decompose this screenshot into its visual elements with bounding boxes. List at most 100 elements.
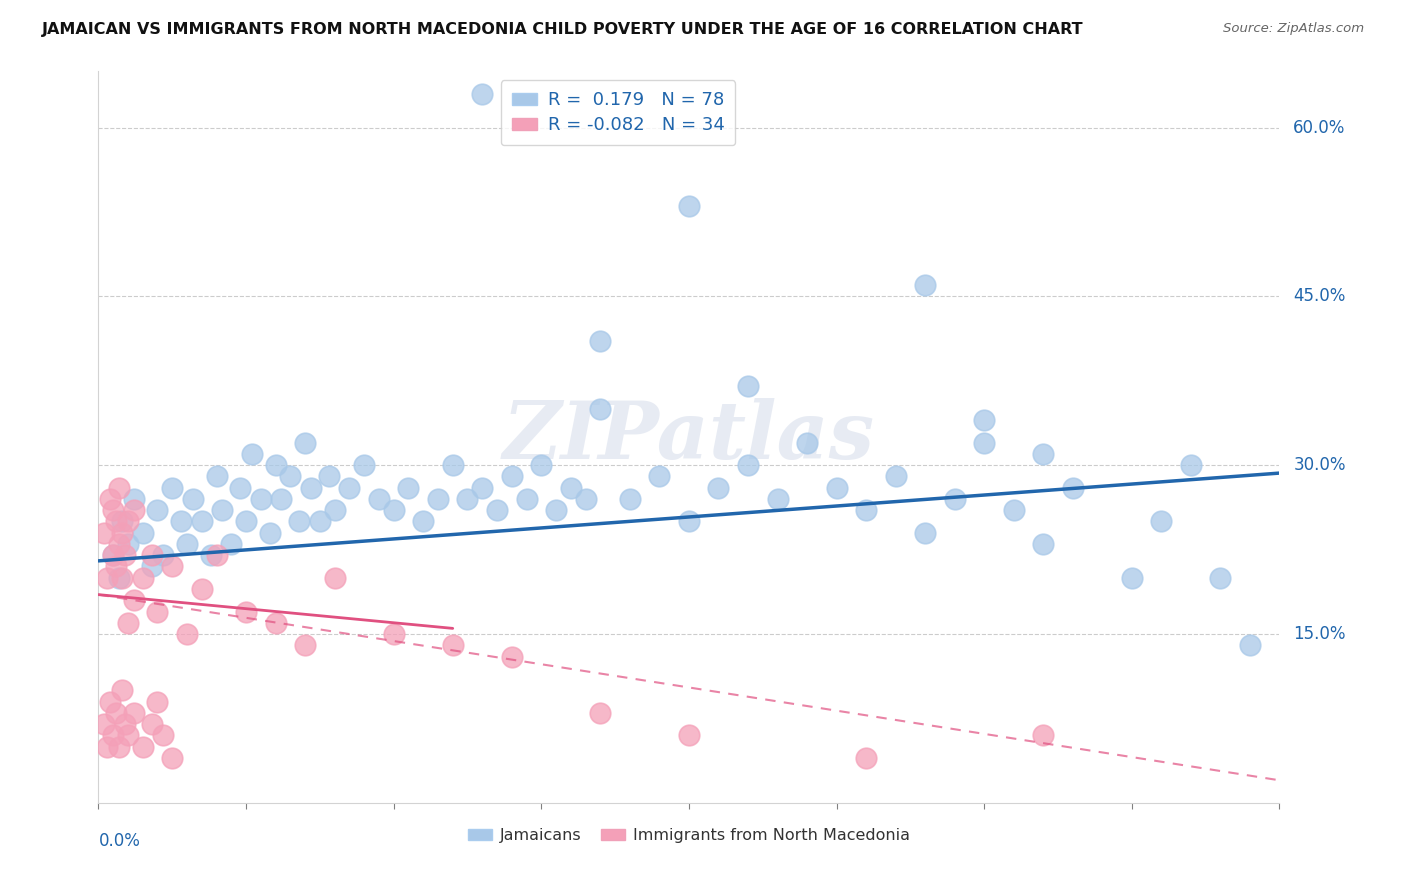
Point bbox=[457, 491, 479, 506]
Point bbox=[398, 481, 420, 495]
Point bbox=[943, 491, 966, 506]
Point bbox=[103, 548, 125, 562]
Point bbox=[132, 571, 155, 585]
Text: ZIPatlas: ZIPatlas bbox=[503, 399, 875, 475]
Point bbox=[122, 491, 145, 506]
Point bbox=[146, 503, 169, 517]
Point bbox=[162, 559, 183, 574]
Point bbox=[309, 515, 332, 529]
Point bbox=[884, 469, 907, 483]
Point bbox=[294, 638, 316, 652]
Point bbox=[181, 491, 204, 506]
Point bbox=[122, 706, 145, 720]
Point bbox=[221, 537, 243, 551]
Text: 15.0%: 15.0% bbox=[1294, 625, 1346, 643]
Point bbox=[1150, 515, 1173, 529]
Point bbox=[191, 582, 214, 596]
Point bbox=[737, 379, 759, 393]
Point bbox=[108, 537, 131, 551]
Text: 45.0%: 45.0% bbox=[1294, 287, 1346, 305]
Point bbox=[240, 447, 263, 461]
Point bbox=[93, 717, 115, 731]
Point bbox=[1032, 537, 1054, 551]
Point bbox=[117, 537, 139, 551]
Text: Source: ZipAtlas.com: Source: ZipAtlas.com bbox=[1223, 22, 1364, 36]
Point bbox=[264, 458, 287, 473]
Point bbox=[146, 605, 169, 619]
Text: 0.0%: 0.0% bbox=[98, 832, 141, 850]
Point bbox=[294, 435, 316, 450]
Point bbox=[648, 469, 671, 483]
Point bbox=[973, 435, 995, 450]
Point bbox=[1062, 481, 1084, 495]
Point bbox=[766, 491, 789, 506]
Text: 60.0%: 60.0% bbox=[1294, 119, 1346, 136]
Point bbox=[825, 481, 848, 495]
Point bbox=[471, 87, 494, 101]
Point bbox=[141, 559, 163, 574]
Point bbox=[855, 751, 877, 765]
Point bbox=[318, 469, 340, 483]
Point bbox=[353, 458, 375, 473]
Point bbox=[589, 401, 612, 416]
Point bbox=[146, 694, 169, 708]
Point bbox=[973, 413, 995, 427]
Point bbox=[914, 278, 936, 293]
Point bbox=[382, 627, 405, 641]
Point bbox=[105, 706, 128, 720]
Point bbox=[737, 458, 759, 473]
Point bbox=[250, 491, 273, 506]
Point bbox=[111, 683, 134, 698]
Point bbox=[368, 491, 391, 506]
Point bbox=[162, 751, 183, 765]
Point bbox=[111, 515, 134, 529]
Point bbox=[111, 571, 134, 585]
Point bbox=[96, 571, 118, 585]
Point bbox=[501, 649, 523, 664]
Point bbox=[191, 515, 214, 529]
Point bbox=[914, 525, 936, 540]
Point bbox=[205, 469, 228, 483]
Point bbox=[132, 739, 155, 754]
Point bbox=[98, 491, 121, 506]
Point bbox=[855, 503, 877, 517]
Point bbox=[200, 548, 222, 562]
Point bbox=[117, 728, 139, 742]
Point bbox=[162, 481, 183, 495]
Point bbox=[98, 694, 121, 708]
Point bbox=[152, 548, 174, 562]
Point bbox=[105, 515, 128, 529]
Point bbox=[501, 469, 523, 483]
Point bbox=[441, 458, 464, 473]
Point bbox=[412, 515, 434, 529]
Text: 30.0%: 30.0% bbox=[1294, 456, 1346, 475]
Point bbox=[516, 491, 538, 506]
Point bbox=[103, 728, 125, 742]
Point bbox=[323, 503, 346, 517]
Text: JAMAICAN VS IMMIGRANTS FROM NORTH MACEDONIA CHILD POVERTY UNDER THE AGE OF 16 CO: JAMAICAN VS IMMIGRANTS FROM NORTH MACEDO… bbox=[42, 22, 1084, 37]
Point bbox=[105, 559, 128, 574]
Point bbox=[93, 525, 115, 540]
Point bbox=[117, 515, 139, 529]
Point bbox=[560, 481, 582, 495]
Point bbox=[108, 739, 131, 754]
Point bbox=[264, 615, 287, 630]
Point bbox=[114, 548, 136, 562]
Point bbox=[229, 481, 252, 495]
Point bbox=[471, 481, 494, 495]
Point bbox=[486, 503, 509, 517]
Point bbox=[259, 525, 281, 540]
Point bbox=[678, 199, 700, 213]
Point bbox=[114, 717, 136, 731]
Point bbox=[141, 717, 163, 731]
Point bbox=[176, 627, 198, 641]
Point bbox=[176, 537, 198, 551]
Point bbox=[427, 491, 450, 506]
Point bbox=[299, 481, 322, 495]
Point bbox=[575, 491, 598, 506]
Point bbox=[678, 728, 700, 742]
Point bbox=[589, 334, 612, 349]
Point bbox=[1032, 447, 1054, 461]
Point bbox=[122, 593, 145, 607]
Point bbox=[530, 458, 553, 473]
